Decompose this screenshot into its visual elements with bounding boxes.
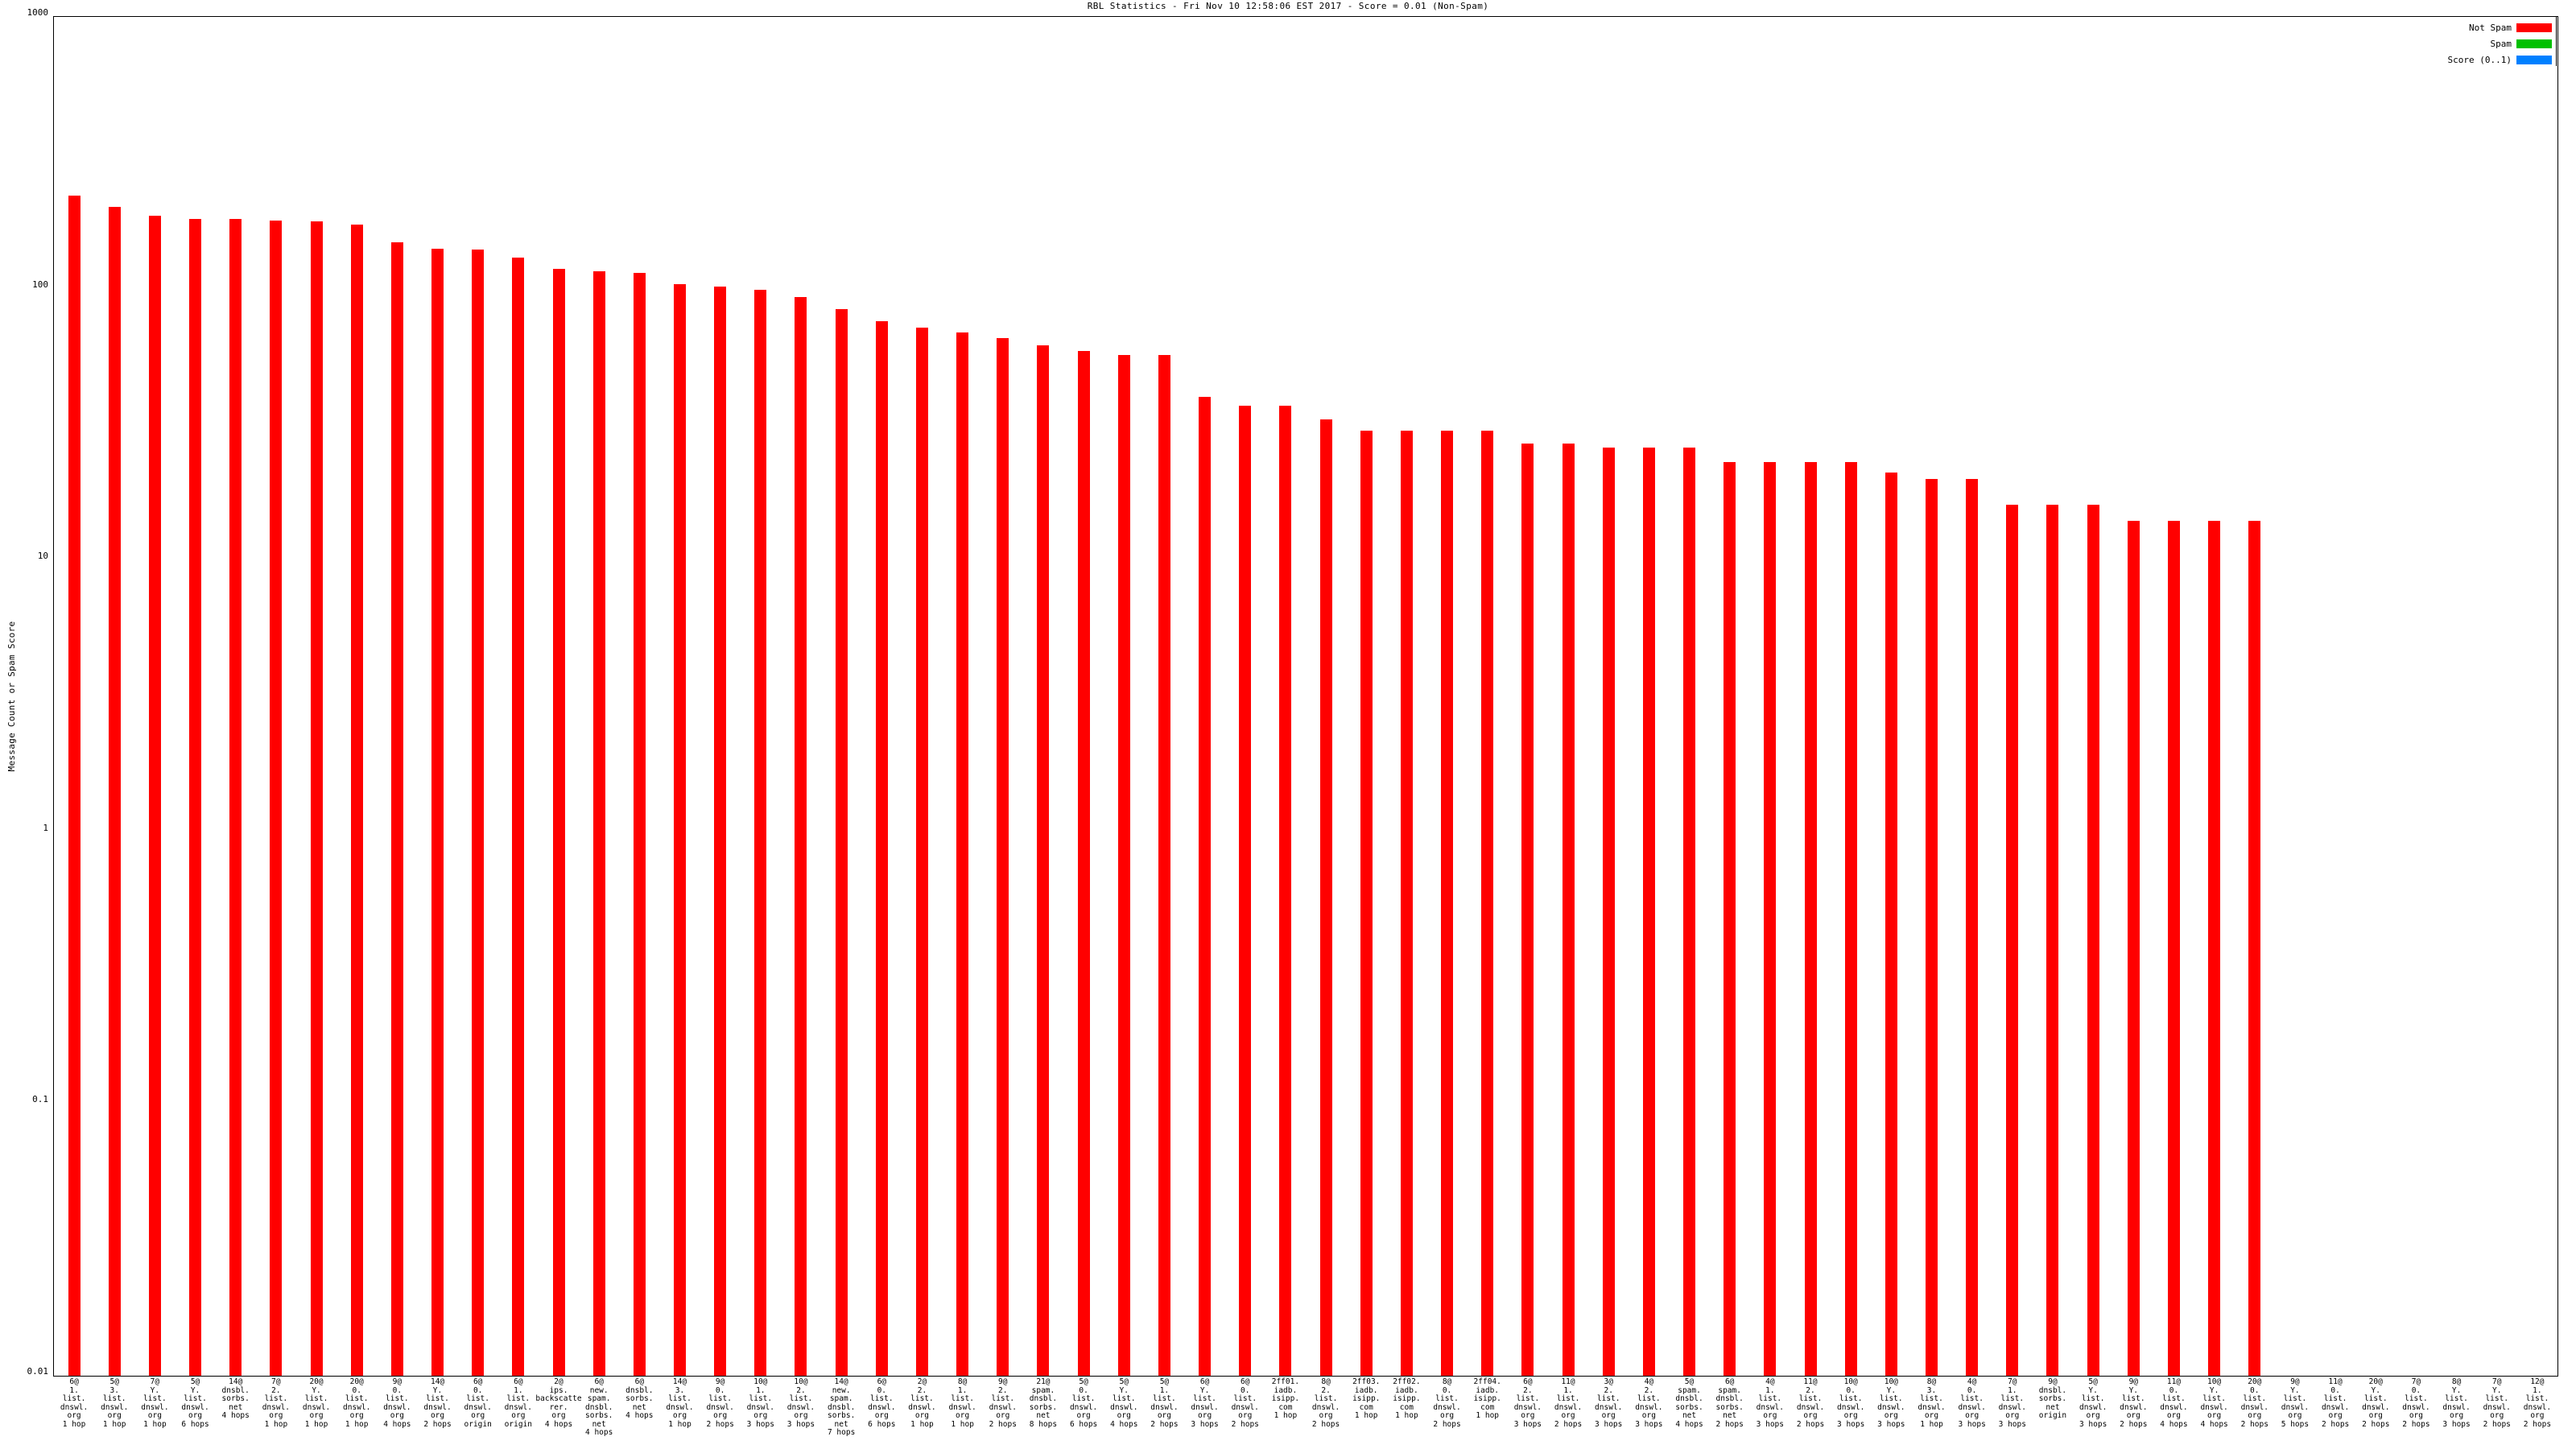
x-axis-tick-label: 2@ ips. backscatterer. org 4 hops [535,1377,582,1429]
legend-color-swatch [2516,39,2552,48]
x-axis-tick-label: 5@ 0. list. dnswl. org 6 hops [1069,1377,1098,1429]
x-axis-tick-label: 6@ 1. list. dnswl. org 1 hop [60,1377,89,1429]
x-axis-tick-label: 14@ Y. list. dnswl. org 2 hops [423,1377,452,1429]
x-axis-tick-label: 10@ Y. list. dnswl. org 3 hops [1877,1377,1905,1429]
x-axis-tick-label: 6@ 0. list. dnswl. org 6 hops [868,1377,896,1429]
x-axis-tick-label: 9@ dnsbl. sorbs. net origin [2038,1377,2067,1420]
legend-color-swatch [2516,55,2552,64]
legend: Not Spam Spam Score (0..1) [2423,19,2552,68]
x-axis-tick-label: 3@ 2. list. dnswl. org 3 hops [1595,1377,1623,1429]
plot-area [53,16,2558,1377]
legend-item: Score (0..1) [2423,52,2552,68]
x-axis-tick-label: 2ff01. iadb. isipp. com 1 hop [1271,1377,1300,1420]
y-axis-tick-label: 1000 [27,7,49,18]
x-axis-tick-label: 5@ spam. dnsbl. sorbs. net 4 hops [1675,1377,1703,1429]
legend-item: Spam [2423,35,2552,52]
x-axis-tick-label: 9@ 0. list. dnswl. org 2 hops [706,1377,734,1429]
page-title: RBL Statistics - Fri Nov 10 12:58:06 EST… [1087,1,1489,11]
x-axis-tick-label: 4@ 0. list. dnswl. org 3 hops [1958,1377,1986,1429]
legend-item-label: Score (0..1) [2447,54,2512,65]
x-axis-tick-label: 7@ 1. list. dnswl. org 3 hops [1998,1377,2026,1429]
x-axis-tick-label: 2@ 2. list. dnswl. org 1 hop [908,1377,936,1429]
x-axis-tick-label: 9@ Y. list. dnswl. org 2 hops [2120,1377,2148,1429]
y-axis-title-wrapper: Message Count or Spam Score [6,16,18,1377]
x-axis-tick-labels: 6@ 1. list. dnswl. org 1 hop 5@ 3. list. … [0,1377,2576,1449]
x-axis-tick-label: 10@ 1. list. dnswl. org 3 hops [746,1377,774,1429]
x-axis-tick-label: 12@ 1. list. dnswl. org 2 hops [2523,1377,2552,1429]
y-axis-tick-label: 0.01 [27,1366,49,1377]
x-axis-tick-label: 5@ Y. list. dnswl. org 3 hops [2079,1377,2107,1429]
x-axis-tick-label: 4@ 1. list. dnswl. org 3 hops [1756,1377,1784,1429]
x-axis-tick-label: 14@ 3. list. dnswl. org 1 hop [666,1377,694,1429]
x-axis-tick-label: 14@ dnsbl. sorbs. net 4 hops [221,1377,250,1420]
x-axis-tick-label: 10@ Y. list. dnswl. org 4 hops [2200,1377,2228,1429]
x-axis-tick-label: 6@ 0. list. dnswl. org origin [464,1377,492,1429]
y-axis-tick-label: 0.1 [32,1094,48,1105]
x-axis-tick-label: 6@ 2. list. dnswl. org 3 hops [1513,1377,1542,1429]
x-axis-tick-label: 9@ Y. list. dnswl. org 5 hops [2281,1377,2310,1429]
legend-color-swatch [2516,23,2552,32]
legend-box [2419,16,2557,66]
x-axis-tick-label: 11@ 2. list. dnswl. org 2 hops [1796,1377,1825,1429]
y-axis-tick-label: 1 [43,822,48,833]
y-axis-tick-label: 10 [37,551,48,562]
x-axis-tick-label: 2ff04. iadb. isipp. com 1 hop [1473,1377,1501,1420]
x-axis-tick-label: 21@ spam. dnsbl. sorbs. net 8 hops [1029,1377,1058,1429]
x-axis-tick-label: 7@ Y. list. dnswl. org 1 hop [141,1377,169,1429]
legend-item-label: Not Spam [2469,22,2512,33]
x-axis-tick-label: 11@ 0. list. dnswl. org 4 hops [2160,1377,2188,1429]
x-axis-tick-label: 20@ Y. list. dnswl. org 1 hop [302,1377,331,1429]
x-axis-tick-label: 9@ 2. list. dnswl. org 2 hops [989,1377,1017,1429]
x-axis-tick-label: 7@ 0. list. dnswl. org 2 hops [2402,1377,2430,1429]
y-axis-title: Message Count or Spam Score [6,621,17,772]
x-axis-tick-label: 8@ 1. list. dnswl. org 1 hop [948,1377,976,1429]
x-axis-tick-label: 8@ Y. list. dnswl. org 3 hops [2442,1377,2471,1429]
x-axis-tick-label: 6@ spam. dnsbl. sorbs. net 2 hops [1715,1377,1744,1429]
y-axis-tick-label: 100 [32,279,48,290]
x-axis-tick-label: 6@ 0. list. dnswl. org 2 hops [1231,1377,1259,1429]
x-axis-tick-label: 6@ new. spam. dnsbl. sorbs. net 4 hops [585,1377,613,1437]
x-axis-tick-label: 7@ 2. list. dnswl. org 1 hop [262,1377,291,1429]
x-axis-tick-label: 6@ Y. list. dnswl. org 3 hops [1191,1377,1219,1429]
x-axis-tick-label: 6@ 1. list. dnswl. org origin [504,1377,532,1429]
x-axis-tick-label: 20@ 0. list. dnswl. org 2 hops [2240,1377,2268,1429]
x-axis-tick-label: 20@ 0. list. dnswl. org 1 hop [343,1377,371,1429]
x-axis-tick-label: 6@ dnsbl. sorbs. net 4 hops [625,1377,654,1420]
x-axis-tick-label: 5@ 1. list. dnswl. org 2 hops [1150,1377,1179,1429]
x-axis-tick-label: 2ff02. iadb. isipp. com 1 hop [1393,1377,1421,1420]
x-axis-tick-label: 8@ 3. list. dnswl. org 1 hop [1918,1377,1946,1429]
x-axis-tick-label: 10@ 2. list. dnswl. org 3 hops [786,1377,815,1429]
legend-item-label: Spam [2490,38,2512,49]
x-axis-tick-label: 5@ 3. list. dnswl. org 1 hop [101,1377,129,1429]
legend-item: Not Spam [2423,19,2552,35]
x-axis-tick-label: 7@ Y. list. dnswl. org 2 hops [2483,1377,2511,1429]
x-axis-tick-label: 10@ 0. list. dnswl. org 3 hops [1837,1377,1865,1429]
x-axis-tick-label: 5@ Y. list. dnswl. org 6 hops [181,1377,209,1429]
x-axis-tick-label: 5@ Y. list. dnswl. org 4 hops [1110,1377,1138,1429]
x-axis-tick-label: 20@ Y. list. dnswl. org 2 hops [2362,1377,2390,1429]
x-axis-tick-label: 11@ 0. list. dnswl. org 2 hops [2321,1377,2350,1429]
x-axis-tick-label: 11@ 1. list. dnswl. org 2 hops [1554,1377,1583,1429]
x-axis-tick-label: 14@ new. spam. dnsbl. sorbs. net 7 hops [827,1377,856,1437]
x-axis-tick-label: 8@ 0. list. dnswl. org 2 hops [1433,1377,1461,1429]
x-axis-tick-label: 9@ 0. list. dnswl. org 4 hops [383,1377,411,1429]
x-axis-tick-label: 2ff03. iadb. isipp. com 1 hop [1352,1377,1381,1420]
x-axis-tick-label: 8@ 2. list. dnswl. org 2 hops [1311,1377,1340,1429]
x-axis-tick-label: 4@ 2. list. dnswl. org 3 hops [1635,1377,1663,1429]
